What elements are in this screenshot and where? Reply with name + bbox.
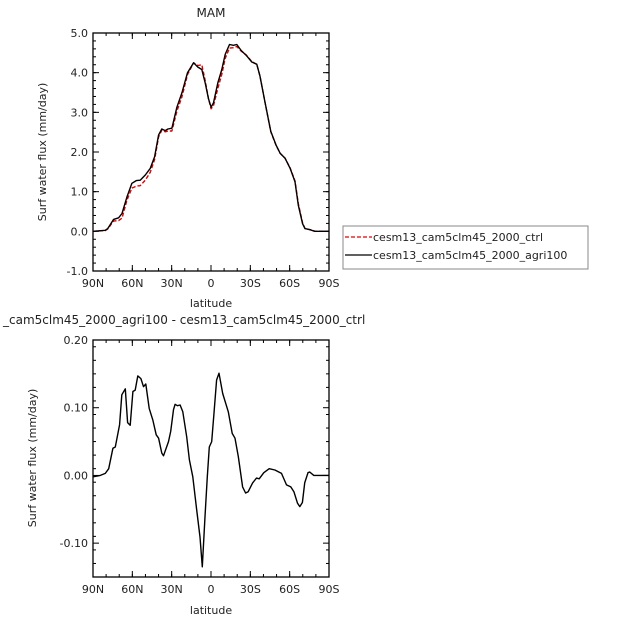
x-tick-label: 90S: [319, 277, 340, 290]
bottom-y-axis-label: Surf water flux (mm/day): [26, 389, 39, 528]
top-y-axis-label: Surf water flux (mm/day): [36, 83, 49, 222]
y-tick-label: 0.0: [71, 225, 89, 238]
x-tick-label: 30S: [240, 277, 261, 290]
bottom-plot: 90N 60N 30N 0 30S 60S 90S -0.10 0.00 0.10 0.20: [60, 334, 340, 596]
y-tick-label: 0.00: [64, 469, 89, 482]
bottom-chart-title: _cam5clm45_2000_agri100 - cesm13_cam5clm…: [2, 313, 365, 327]
x-tick-label: 60N: [121, 277, 143, 290]
plot-frame: [92, 32, 330, 272]
top-x-axis-label: latitude: [190, 297, 232, 310]
x-tick-label: 30N: [161, 583, 183, 596]
legend-box: [342, 225, 589, 270]
x-tick-label: 30S: [240, 583, 261, 596]
x-tick-label: 90S: [319, 583, 340, 596]
y-tick-label: -0.10: [60, 537, 88, 550]
y-tick-label: 1.0: [71, 186, 89, 199]
legend-label-ctrl: cesm13_cam5clm45_2000_ctrl: [373, 231, 543, 244]
y-tick-label: 3.0: [71, 106, 89, 119]
x-tick-label: 30N: [161, 277, 183, 290]
y-tick-label: 0.10: [64, 402, 89, 415]
series-line-cesm13-cam5clm45-2000-ctrl: [92, 45, 329, 233]
legend-label-agri100: cesm13_cam5clm45_2000_agri100: [373, 249, 567, 262]
bottom-x-axis-label: latitude: [190, 604, 232, 617]
x-tick-label: 60N: [121, 583, 143, 596]
x-tick-label: 60S: [279, 583, 300, 596]
legend: cesm13_cam5clm45_2000_ctrl cesm13_cam5cl…: [342, 225, 589, 270]
plot-frame: [92, 339, 330, 578]
x-tick-label: 0: [208, 583, 215, 596]
x-tick-label: 90N: [82, 583, 104, 596]
y-tick-label: 5.0: [71, 27, 89, 40]
y-tick-label: -1.0: [67, 265, 88, 278]
y-tick-label: 4.0: [71, 67, 89, 80]
x-tick-label: 90N: [82, 277, 104, 290]
top-chart-title: MAM: [197, 6, 226, 20]
x-tick-label: 60S: [279, 277, 300, 290]
y-tick-label: 2.0: [71, 146, 89, 159]
series-line-difference: [92, 372, 329, 568]
series-line-cesm13-cam5clm45-2000-agri100: [92, 43, 329, 233]
x-tick-label: 0: [208, 277, 215, 290]
y-tick-label: 0.20: [64, 334, 89, 347]
top-plot: 90N 60N 30N 0 30S 60S 90S -1.0 0.0 1.0 2.0 3.0 4.0 5.…: [67, 27, 340, 290]
